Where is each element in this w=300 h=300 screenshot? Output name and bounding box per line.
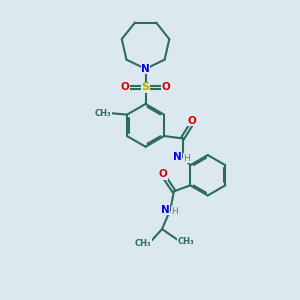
Text: O: O [162, 82, 171, 92]
Text: N: N [173, 152, 182, 162]
Text: O: O [158, 169, 167, 179]
Text: H: H [183, 154, 190, 163]
Text: CH₃: CH₃ [178, 237, 194, 246]
Text: S: S [142, 82, 149, 92]
Text: N: N [141, 64, 150, 74]
Text: O: O [188, 116, 197, 126]
Text: O: O [120, 82, 129, 92]
Text: N: N [160, 205, 169, 215]
Text: CH₃: CH₃ [95, 109, 112, 118]
Text: H: H [171, 207, 178, 216]
Text: CH₃: CH₃ [135, 238, 152, 247]
